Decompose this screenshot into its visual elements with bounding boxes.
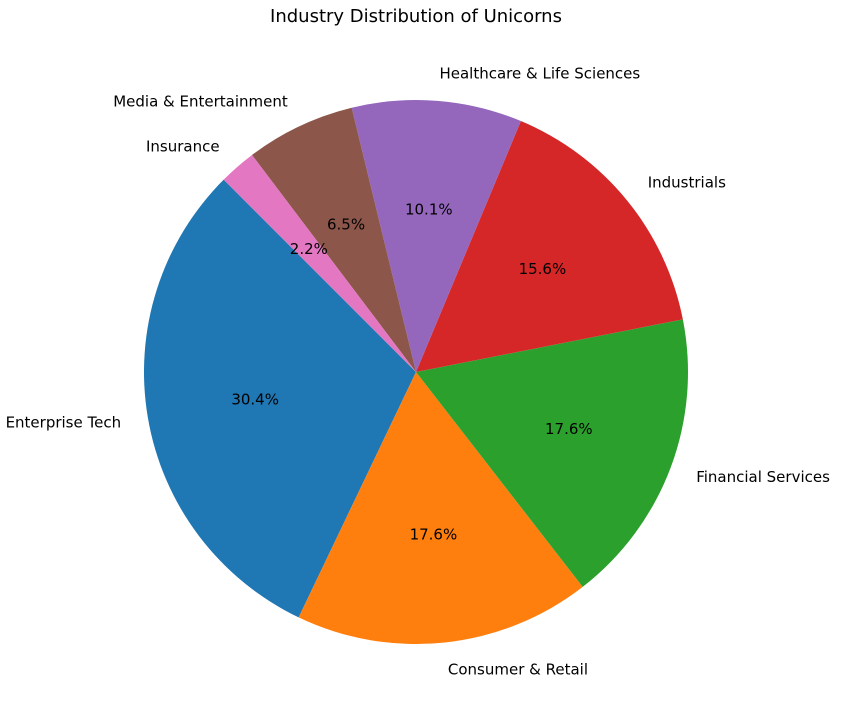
slice-percentage-label: 15.6% — [519, 260, 567, 278]
slice-percentage-label: 17.6% — [545, 420, 593, 438]
slice-percentage-label: 17.6% — [410, 525, 458, 543]
slice-label: Insurance — [146, 137, 220, 155]
slice-percentage-label: 6.5% — [327, 216, 365, 234]
slice-percentage-label: 10.1% — [405, 200, 453, 218]
chart-title: Industry Distribution of Unicorns — [270, 6, 562, 27]
pie-slice-healthcare-life-sciences — [351, 99, 521, 372]
slice-label: Consumer & Retail — [448, 660, 588, 678]
pie-slice-financial-services — [416, 319, 688, 587]
pie-slice-enterprise-tech — [144, 179, 416, 618]
slice-label: Healthcare & Life Sciences — [439, 65, 640, 83]
pie-slice-media-entertainment — [252, 107, 416, 372]
pie-slice-consumer-retail — [298, 372, 583, 644]
slice-label: Financial Services — [696, 468, 830, 486]
pie-slice-insurance — [223, 154, 416, 372]
pie-slice-industrials — [416, 121, 683, 372]
slice-percentage-label: 30.4% — [231, 391, 279, 409]
slice-label: Enterprise Tech — [6, 414, 122, 432]
slice-percentage-label: 2.2% — [290, 240, 328, 258]
pie-labels: Enterprise Tech 30.4% Consumer & Retail 17.… — [6, 65, 831, 679]
pie-slices — [144, 99, 688, 644]
slice-label: Media & Entertainment — [113, 93, 288, 111]
slice-label: Industrials — [648, 174, 726, 192]
